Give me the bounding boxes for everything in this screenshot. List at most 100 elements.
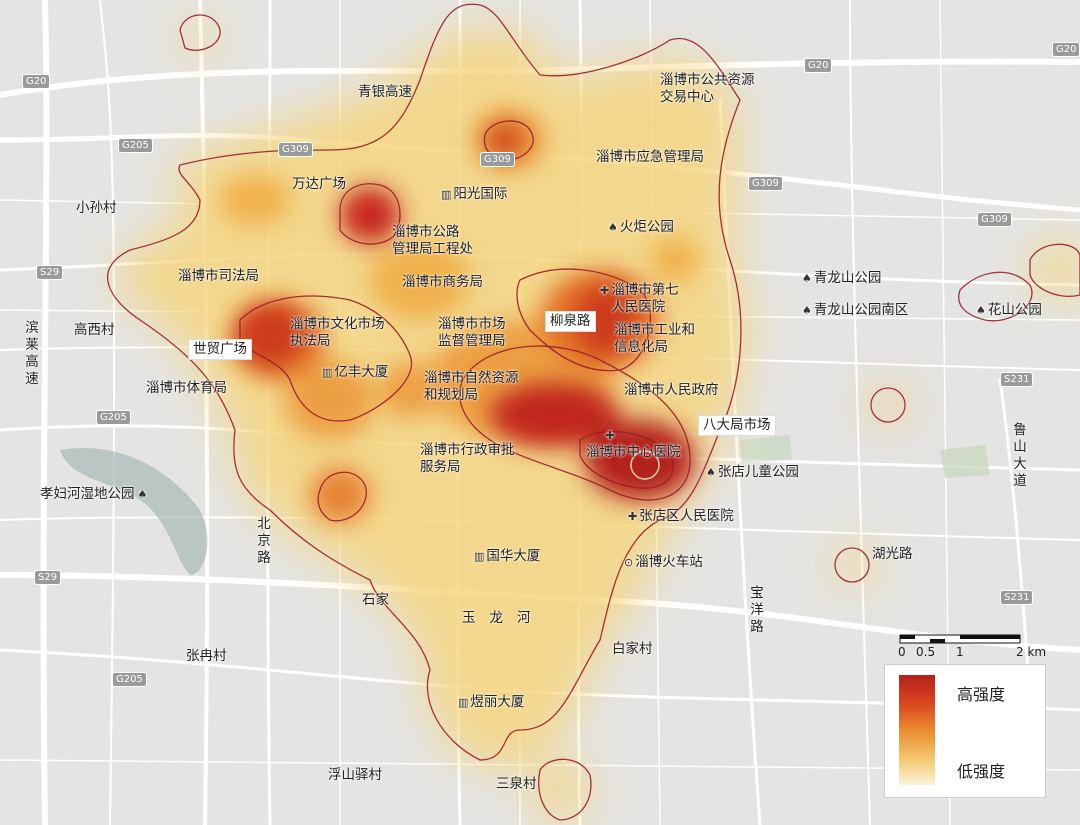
place-wenhua: 淄博市文化市场 执法局 xyxy=(290,316,385,350)
highway-shield: G309 xyxy=(278,142,313,157)
place-xiaofu[interactable]: 孝妇河湿地公园 ♠ xyxy=(40,486,149,503)
park-icon: ♠ xyxy=(706,466,716,479)
scale-bar: 0 0.5 1 2 km xyxy=(898,632,1048,662)
road-label-baoyang: 宝洋路 xyxy=(750,585,764,635)
scale-tick-0: 0 xyxy=(898,645,906,659)
place-label: 淄博市公共资源 交易中心 xyxy=(660,72,755,105)
road-label-huguang: 湖光路 xyxy=(872,546,913,562)
place-label: 淄博市市场 监督管理局 xyxy=(438,316,506,349)
place-label: 阳光国际 xyxy=(453,186,508,202)
legend: 高强度 低强度 xyxy=(884,664,1046,798)
place-label: 淄博市第七 人民医院 xyxy=(611,282,679,315)
place-label: 淄博火车站 xyxy=(635,554,703,570)
place-guohua[interactable]: ▥ 国华大厦 xyxy=(474,548,540,565)
highway-shield: G309 xyxy=(480,152,515,167)
building-icon: ▥ xyxy=(474,550,485,563)
place-label: 淄博市中心医院 xyxy=(586,444,681,460)
highway-shield: S29 xyxy=(36,265,64,280)
place-tiyu: 淄博市体育局 xyxy=(146,380,227,396)
park-icon: ♠ xyxy=(137,488,148,501)
highway-shield: G20 xyxy=(1052,42,1080,57)
place-diqi[interactable]: ✚ 淄博市第七 人民医院 xyxy=(600,282,679,316)
place-baijia: 白家村 xyxy=(612,641,653,657)
park-icon: ♠ xyxy=(976,304,986,317)
park-icon: ♠ xyxy=(802,304,812,317)
building-icon: ▥ xyxy=(322,366,333,379)
place-gonglu: 淄博市公路 管理局工程处 xyxy=(392,224,473,258)
road-label-binlai: 滨莱高速 xyxy=(25,320,39,387)
scale-bar-graphic xyxy=(899,634,1021,644)
scale-tick-1: 1 xyxy=(956,645,964,659)
place-huoju[interactable]: ♠ 火炬公园 xyxy=(608,219,674,236)
place-shangwu: 淄博市商务局 xyxy=(402,274,483,290)
place-gonggong: 淄博市公共资源 交易中心 xyxy=(660,72,755,106)
legend-low-label: 低强度 xyxy=(957,762,1006,781)
place-label: 火炬公园 xyxy=(619,219,674,235)
place-label: 国华大厦 xyxy=(486,548,541,564)
building-icon: ▥ xyxy=(441,188,452,201)
place-wanda: 万达广场 xyxy=(292,176,346,192)
place-label: 亿丰大厦 xyxy=(334,364,389,380)
park-icon: ♠ xyxy=(802,272,812,285)
place-label: 淄博市行政审批 服务局 xyxy=(420,442,515,475)
place-shimao: 世贸广场 xyxy=(188,339,252,360)
park-icon: ♠ xyxy=(608,221,618,234)
highway-shield: G205 xyxy=(96,410,131,425)
place-yangguang[interactable]: ▥ 阳光国际 xyxy=(441,186,507,203)
place-label: 花山公园 xyxy=(987,302,1042,318)
place-badaju: 八大局市场 xyxy=(698,415,776,436)
place-gongye: 淄博市工业和 信息化局 xyxy=(614,322,695,356)
highway-shield: G205 xyxy=(112,672,147,687)
place-shichang: 淄博市市场 监督管理局 xyxy=(438,316,506,350)
highway-shield: G309 xyxy=(977,212,1012,227)
place-zhangdianrenmin[interactable]: ✚ 张店区人民医院 xyxy=(628,508,734,525)
place-qinglongnan[interactable]: ♠ 青龙山公园南区 xyxy=(802,302,908,319)
highway-shield: G20 xyxy=(22,74,51,89)
place-zhangdianertong[interactable]: ♠ 张店儿童公园 xyxy=(706,464,799,481)
highway-shield: G205 xyxy=(118,138,153,153)
place-liuquan: 柳泉路 xyxy=(545,311,596,332)
place-label: 淄博市工业和 信息化局 xyxy=(614,322,695,355)
place-shijia: 石家 xyxy=(362,592,389,608)
place-yuli[interactable]: ▥ 煜丽大厦 xyxy=(458,694,524,711)
place-label: 孝妇河湿地公园 xyxy=(40,486,135,502)
place-zhangran: 张冉村 xyxy=(186,648,227,664)
place-yingji: 淄博市应急管理局 xyxy=(596,149,704,165)
place-yifeng[interactable]: ▥ 亿丰大厦 xyxy=(322,364,388,381)
scale-tick-0-5: 0.5 xyxy=(916,645,936,659)
place-sifa: 淄博市司法局 xyxy=(178,268,259,284)
road-label-luoshan: 鲁山大道 xyxy=(1013,422,1027,489)
place-label: 张店儿童公园 xyxy=(717,464,799,480)
legend-high-label: 高强度 xyxy=(957,685,1006,704)
place-label: 青龙山公园南区 xyxy=(813,302,909,318)
place-zhongxin[interactable]: ✚ 淄博市中心医院 xyxy=(586,427,681,461)
place-xiaosun: 小孙村 xyxy=(76,200,117,216)
highway-shield: S29 xyxy=(34,570,62,585)
place-qinglong[interactable]: ♠ 青龙山公园 xyxy=(802,270,881,287)
building-icon: ▥ xyxy=(458,696,469,709)
highway-shield: G309 xyxy=(748,176,783,191)
train-icon: ⊙ xyxy=(624,556,634,569)
hospital-icon: ✚ xyxy=(600,284,610,297)
legend-color-ramp xyxy=(899,675,935,785)
highway-shield: S231 xyxy=(1000,372,1034,387)
place-label: 淄博市自然资源 和规划局 xyxy=(424,370,519,403)
place-fushan: 浮山驿村 xyxy=(328,767,382,783)
place-gaoxi: 高西村 xyxy=(74,322,115,338)
hospital-icon: ✚ xyxy=(605,429,615,442)
road-label-yulonghe: 玉龙河 xyxy=(462,610,545,626)
place-sanquan: 三泉村 xyxy=(496,776,537,792)
highway-shield: G20 xyxy=(804,58,833,73)
place-huashan[interactable]: ♠ 花山公园 xyxy=(976,302,1042,319)
road-label-qingyin: 青银高速 xyxy=(358,84,412,100)
road-label-beijing: 北京路 xyxy=(257,516,271,566)
hospital-icon: ✚ xyxy=(628,510,638,523)
place-xingzheng: 淄博市行政审批 服务局 xyxy=(420,442,515,476)
place-label: 淄博市文化市场 执法局 xyxy=(290,316,385,349)
highway-shield: S231 xyxy=(1000,590,1034,605)
place-ziran: 淄博市自然资源 和规划局 xyxy=(424,370,519,404)
place-label: 青龙山公园 xyxy=(813,270,882,286)
place-huoche[interactable]: ⊙ 淄博火车站 xyxy=(624,554,703,571)
